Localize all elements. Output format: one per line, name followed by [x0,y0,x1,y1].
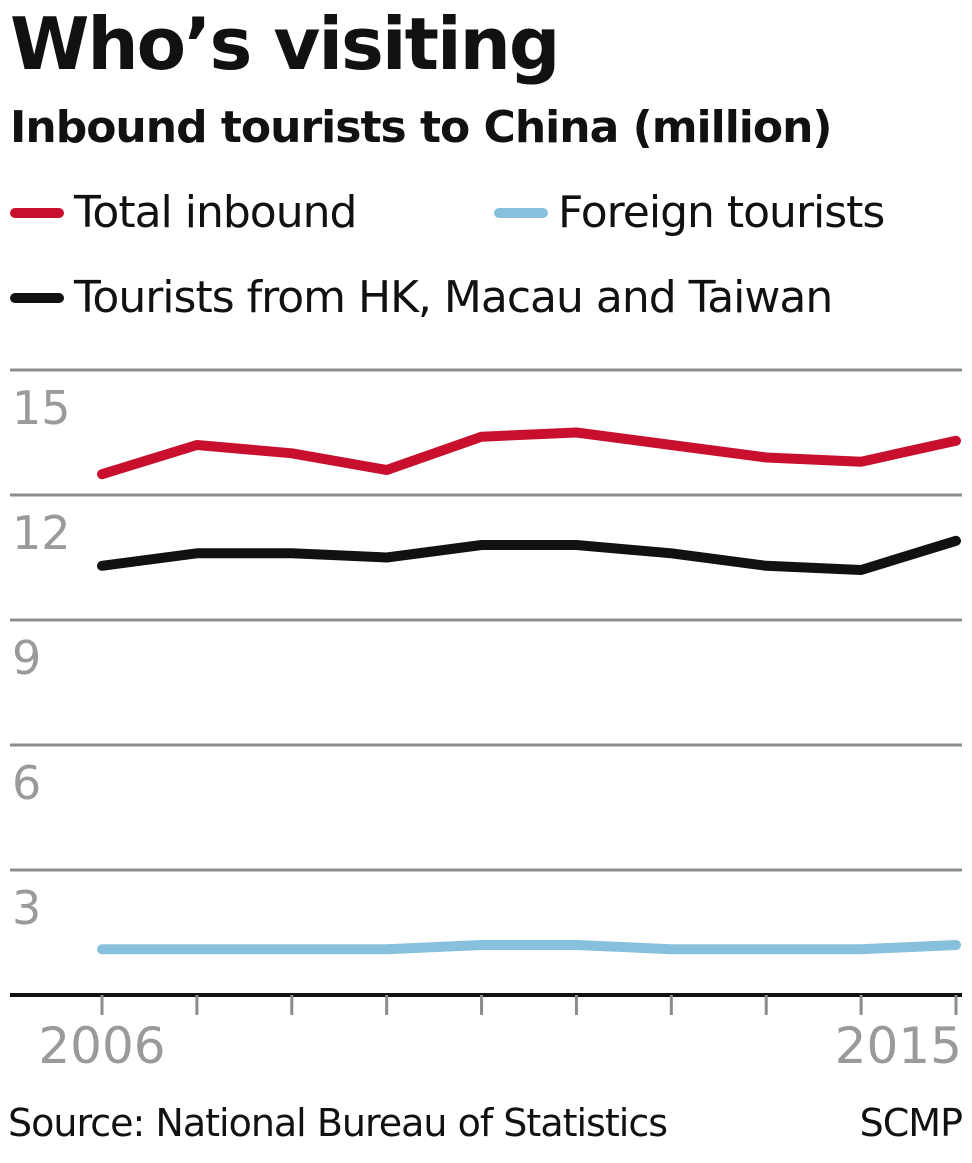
y-tick-label-3: 3 [12,881,41,935]
chart-subtitle: Inbound tourists to China (million) [10,102,833,153]
series-line-foreign-tourists [97,940,961,955]
x-tick-label-2006: 2006 [38,1017,165,1075]
legend-label-hk-macau-taiwan: Tourists from HK, Macau and Taiwan [74,272,833,323]
credit-note: SCMP [859,1101,963,1145]
x-tick-label-2015: 2015 [835,1017,962,1075]
legend-label-total-inbound: Total inbound [74,187,357,238]
y-tick-label-12: 12 [12,506,71,560]
legend-item-hk-macau-taiwan: Tourists from HK, Macau and Taiwan [10,270,833,326]
legend-item-total-inbound: Total inbound [10,185,357,241]
y-tick-label-6: 6 [12,756,41,810]
legend-item-foreign-tourists: Foreign tourists [494,185,885,241]
y-tick-label-9: 9 [12,631,41,685]
legend-swatch-hk-macau-taiwan [10,293,64,303]
legend-swatch-foreign-tourists [494,208,548,218]
series-line-tourists-from-hk-macau-and-taiwan [97,535,961,575]
series-line-total-inbound [97,427,961,480]
source-note: Source: National Bureau of Statistics [8,1101,668,1145]
y-tick-label-15: 15 [12,381,71,435]
legend-swatch-total-inbound [10,208,64,218]
chart-title: Who’s visiting [10,2,560,86]
legend-label-foreign-tourists: Foreign tourists [558,187,885,238]
